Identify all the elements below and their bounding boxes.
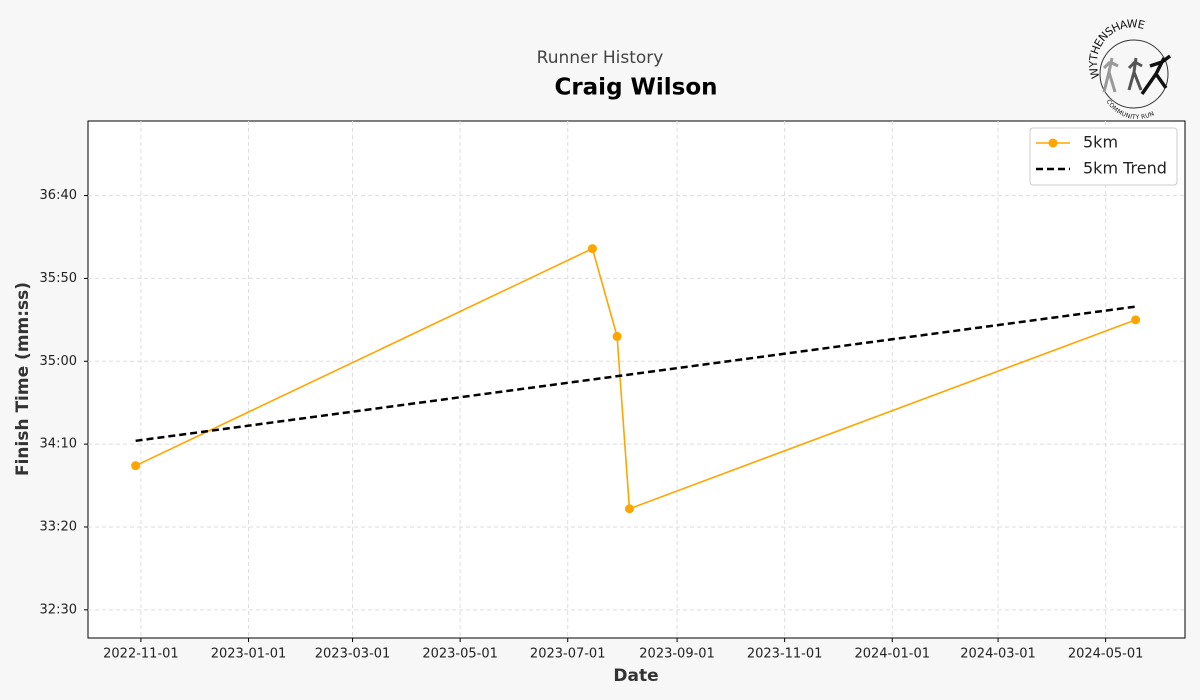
chart-subtitle: Runner History <box>537 48 664 68</box>
legend-label: 5km Trend <box>1083 159 1167 178</box>
legend: 5km 5km Trend <box>1029 127 1178 186</box>
legend-marker <box>1048 138 1058 148</box>
data-point <box>612 331 622 341</box>
x-tick-label: 2023-07-01 <box>530 647 606 662</box>
x-tick-label: 2022-11-01 <box>103 647 179 662</box>
data-point <box>131 461 141 471</box>
x-tick-label: 2024-03-01 <box>960 647 1036 662</box>
x-tick-label: 2024-05-01 <box>1068 647 1144 662</box>
y-axis-label: Finish Time (mm:ss) <box>13 282 33 476</box>
y-tick-label: 34:10 <box>40 437 77 452</box>
chart-title: Craig Wilson <box>554 75 717 101</box>
x-tick-label: 2023-03-01 <box>315 647 391 662</box>
grid <box>88 121 1185 638</box>
x-tick-label: 2023-11-01 <box>747 647 823 662</box>
x-tick-label: 2023-05-01 <box>422 647 498 662</box>
data-point <box>587 244 597 254</box>
y-tick-label: 35:50 <box>40 271 77 286</box>
logo-ring <box>1099 39 1169 109</box>
y-tick-label: 36:40 <box>40 188 77 203</box>
x-axis-label: Date <box>613 666 658 686</box>
data-point <box>1131 315 1141 325</box>
series-line <box>135 305 1136 443</box>
logo-runner <box>1102 57 1119 93</box>
data-point <box>624 504 634 514</box>
x-tick-label: 2023-09-01 <box>639 647 715 662</box>
plot-area <box>87 120 1186 639</box>
x-tick-label: 2024-01-01 <box>854 647 930 662</box>
legend-label: 5km <box>1083 133 1118 152</box>
y-tick-label: 35:00 <box>40 354 77 369</box>
logo-runner <box>1140 54 1172 96</box>
y-tick-label: 33:20 <box>40 519 77 534</box>
x-tick-label: 2023-01-01 <box>211 647 287 662</box>
y-tick-label: 32:30 <box>40 602 77 617</box>
logo-runner <box>1127 57 1143 91</box>
